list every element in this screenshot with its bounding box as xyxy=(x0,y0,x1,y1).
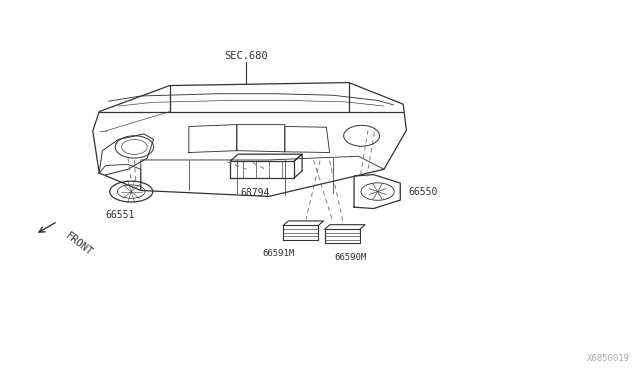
Text: 66590M: 66590M xyxy=(335,253,367,262)
Text: 66591M: 66591M xyxy=(262,249,294,258)
Text: 68794: 68794 xyxy=(240,188,269,198)
Text: 66550: 66550 xyxy=(408,187,438,196)
Text: X6850019: X6850019 xyxy=(588,354,630,363)
Text: 66551: 66551 xyxy=(106,210,135,220)
Text: SEC.680: SEC.680 xyxy=(225,51,268,61)
Text: FRONT: FRONT xyxy=(64,231,95,258)
